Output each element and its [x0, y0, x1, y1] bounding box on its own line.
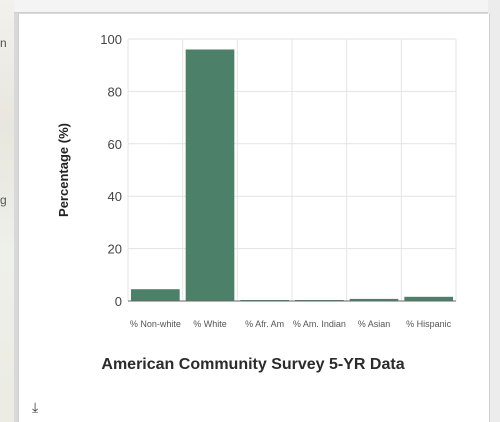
chart-panel [18, 14, 490, 422]
y-tick-label: 80 [108, 84, 122, 99]
y-axis-label: Percentage (%) [56, 123, 71, 217]
grid-lines [127, 38, 457, 301]
x-tick-label: % White [193, 319, 227, 329]
chart-caption: American Community Survey 5-YR Data [101, 356, 405, 373]
map-background[interactable]: n g [0, 0, 14, 422]
y-tick-label: 20 [108, 242, 122, 257]
x-tick-label: % Afr. Am [245, 319, 284, 329]
x-tick-labels: % Non-white % White % Afr. Am % Am. Indian%… [130, 319, 452, 329]
x-tick-label: % Asian [358, 319, 391, 329]
download-icon[interactable]: ⤓ [32, 399, 39, 415]
x-tick-label: % Non-white [130, 319, 181, 329]
y-tick-label: 60 [108, 137, 122, 152]
map-label: g [0, 193, 7, 207]
x-tick-label: % Am. Indian [293, 319, 346, 329]
y-tick-label: 100 [100, 32, 122, 47]
y-tick-labels: 0 20 40 60 80 100 [100, 32, 122, 309]
x-tick-label: % Hispanic [406, 319, 452, 329]
y-tick-label: 40 [108, 189, 122, 204]
bar [131, 289, 180, 301]
bar [349, 298, 399, 301]
bars [131, 49, 453, 302]
map-label: n [0, 36, 7, 50]
bar [404, 296, 453, 301]
panel-top-bar [14, 0, 500, 13]
bar [185, 49, 235, 302]
window-right-edge [488, 0, 500, 422]
y-tick-label: 0 [115, 294, 122, 309]
